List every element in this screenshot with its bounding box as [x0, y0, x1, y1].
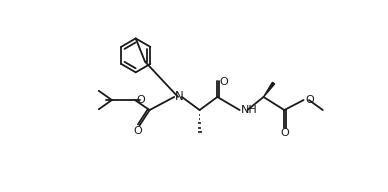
Text: N: N: [175, 90, 183, 103]
Text: O: O: [219, 77, 228, 87]
Text: NH: NH: [241, 105, 258, 115]
Text: O: O: [281, 128, 289, 138]
Text: O: O: [136, 95, 145, 105]
Text: O: O: [305, 95, 314, 105]
Polygon shape: [263, 82, 275, 97]
Text: O: O: [133, 126, 142, 136]
